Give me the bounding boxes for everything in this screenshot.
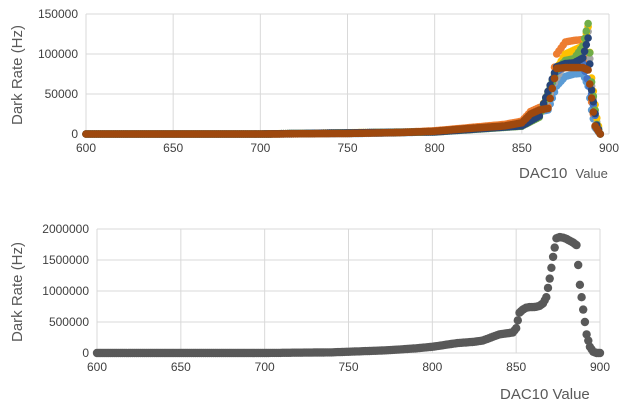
chart-bottom: 0 500000 1000000 1500000 2000000 600 650 700 75…	[9, 222, 610, 403]
x-tick-label: 900	[590, 360, 610, 374]
chart-top-y-axis-title: Dark Rate (Hz)	[9, 25, 26, 125]
chart-bottom-y-axis-title: Dark Rate (Hz)	[9, 242, 26, 342]
chart-top-points	[82, 19, 605, 138]
data-point	[512, 324, 521, 333]
x-tick-label: 600	[76, 141, 96, 155]
data-point	[548, 252, 558, 262]
x-tick-label: 800	[425, 141, 445, 155]
data-point	[542, 293, 551, 302]
chart-bottom-points	[92, 232, 605, 358]
data-point	[584, 34, 592, 42]
y-tick-label: 0	[71, 127, 78, 141]
data-point	[547, 263, 556, 272]
chart-bottom-gridlines	[96, 228, 601, 354]
chart-top-x-axis-title-unit: Value	[576, 166, 608, 181]
y-tick-label: 100000	[38, 47, 78, 61]
data-point	[572, 240, 581, 250]
data-point	[584, 66, 592, 74]
data-point	[550, 74, 559, 83]
data-point	[587, 86, 596, 94]
chart-top: 0 50000 100000 150000 600 650 700 750 800 850 900…	[9, 7, 619, 182]
x-tick-label: 750	[338, 360, 358, 374]
chart-top-x-axis-title: DAC10 Value	[519, 165, 608, 182]
x-tick-label: 650	[171, 360, 191, 374]
data-point	[579, 54, 587, 62]
data-point	[575, 280, 585, 289]
chart-bottom-x-tick-labels: 600 650 700 750 800 850 900	[87, 360, 610, 374]
data-point	[582, 40, 591, 49]
x-tick-label: 900	[599, 141, 619, 155]
y-tick-label: 50000	[45, 87, 79, 101]
data-point	[545, 274, 554, 283]
x-tick-label: 750	[337, 141, 357, 155]
chart-top-x-axis-title-main: DAC10	[519, 165, 567, 182]
chart-top-x-tick-labels: 600 650 700 750 800 850 900	[76, 141, 619, 155]
data-point	[586, 80, 594, 88]
data-point	[577, 293, 586, 302]
x-tick-label: 600	[87, 360, 107, 374]
chart-bottom-y-tick-labels: 0 500000 1000000 1500000 2000000	[42, 222, 89, 360]
data-point	[579, 305, 588, 314]
chart-top-gridlines	[85, 13, 610, 135]
data-point	[574, 260, 583, 270]
y-tick-label: 2000000	[42, 222, 89, 236]
data-point	[580, 317, 590, 327]
x-tick-label: 700	[255, 360, 275, 374]
data-point	[543, 283, 553, 293]
x-tick-label: 850	[512, 141, 532, 155]
chart-top-y-tick-labels: 0 50000 100000 150000	[38, 7, 78, 141]
y-tick-label: 150000	[38, 7, 78, 21]
x-tick-label: 800	[422, 360, 442, 374]
y-tick-label: 1000000	[42, 284, 89, 298]
y-tick-label: 0	[82, 346, 89, 360]
x-tick-label: 700	[250, 141, 270, 155]
data-point	[586, 55, 594, 63]
data-point	[589, 108, 598, 116]
data-point	[596, 130, 605, 138]
y-tick-label: 500000	[49, 315, 89, 329]
series-1	[92, 232, 605, 358]
data-point	[595, 348, 605, 358]
x-tick-label: 850	[506, 360, 526, 374]
data-point	[550, 243, 559, 252]
data-point	[587, 94, 596, 102]
data-point	[584, 19, 592, 28]
data-point	[582, 27, 591, 35]
y-tick-label: 1500000	[42, 253, 89, 267]
data-point	[546, 94, 554, 103]
data-point	[513, 316, 522, 325]
x-tick-label: 650	[163, 141, 183, 155]
chart-bottom-x-axis-title: DAC10 Value	[500, 386, 590, 403]
data-point	[580, 47, 589, 56]
data-point	[544, 104, 552, 113]
series-8	[82, 63, 605, 138]
data-point	[548, 84, 557, 93]
